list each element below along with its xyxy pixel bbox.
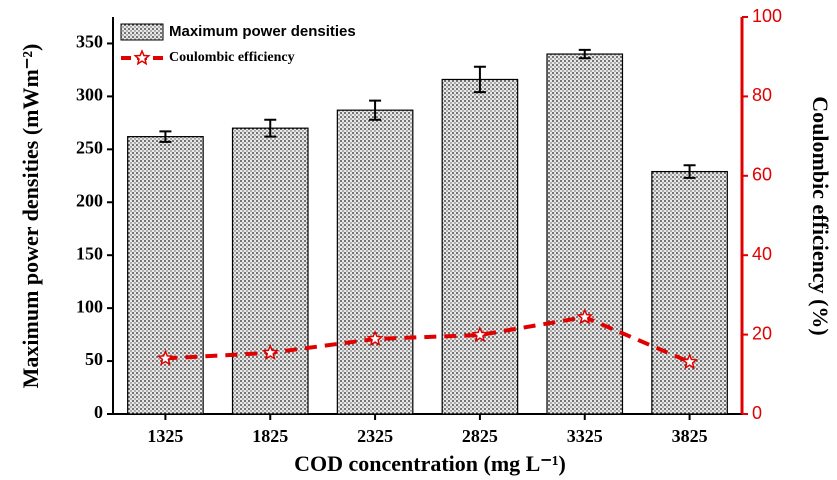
marker [156,349,174,366]
x-tick-label: 1325 [147,426,183,446]
y-tick-label: 50 [85,349,103,369]
y-tick-label: 200 [76,190,103,210]
x-axis-label: COD concentration (mg L⁻¹) [294,451,566,476]
y2-tick-label: 0 [752,403,762,423]
y2-tick-label: 60 [752,165,772,185]
y-tick-label: 250 [76,137,103,157]
bar [336,109,414,415]
y-tick-label: 150 [76,243,103,263]
bar [127,136,204,415]
y2-tick-label: 20 [752,323,772,343]
bar [651,170,728,415]
y-tick-label: 350 [76,32,103,52]
marker [366,330,384,347]
marker [261,343,279,361]
bar [546,53,624,415]
error-bar [264,118,277,138]
x-tick-label: 3325 [567,426,603,446]
line [165,315,691,364]
error-bar [683,164,696,179]
legend-swatch [120,23,164,41]
error-bar [473,65,486,94]
x-tick-label: 1825 [252,426,288,446]
y-axis-label: Maximum power densities (mWm⁻²) [18,44,43,389]
marker [681,353,699,370]
marker [576,308,594,325]
x-tick-label: 2825 [462,426,498,446]
y-tick-label: 0 [94,402,103,422]
y2-tick-label: 40 [752,244,772,264]
error-bar [159,130,172,143]
error-bar [369,99,382,121]
bar [231,127,309,415]
y-tick-label: 100 [76,296,103,316]
legend-marker [133,49,151,66]
x-tick-label: 3825 [672,426,708,446]
marker [471,326,489,343]
error-bar [578,48,591,60]
y2-tick-label: 80 [752,85,772,105]
x-tick-label: 2325 [357,426,393,446]
legend-label: Maximum power densities [169,23,356,40]
legend-label: Coulombic efficiency [169,50,295,65]
y-tick-label: 300 [76,85,103,105]
bar [441,78,519,415]
y2-axis-label: Coulombic efficiency (%) [808,96,833,336]
y2-tick-label: 100 [752,6,782,26]
